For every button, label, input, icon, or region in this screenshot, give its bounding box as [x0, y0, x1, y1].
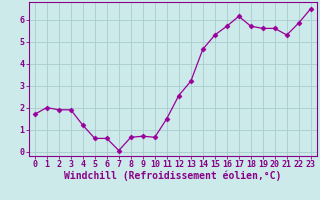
X-axis label: Windchill (Refroidissement éolien,°C): Windchill (Refroidissement éolien,°C) [64, 171, 282, 181]
